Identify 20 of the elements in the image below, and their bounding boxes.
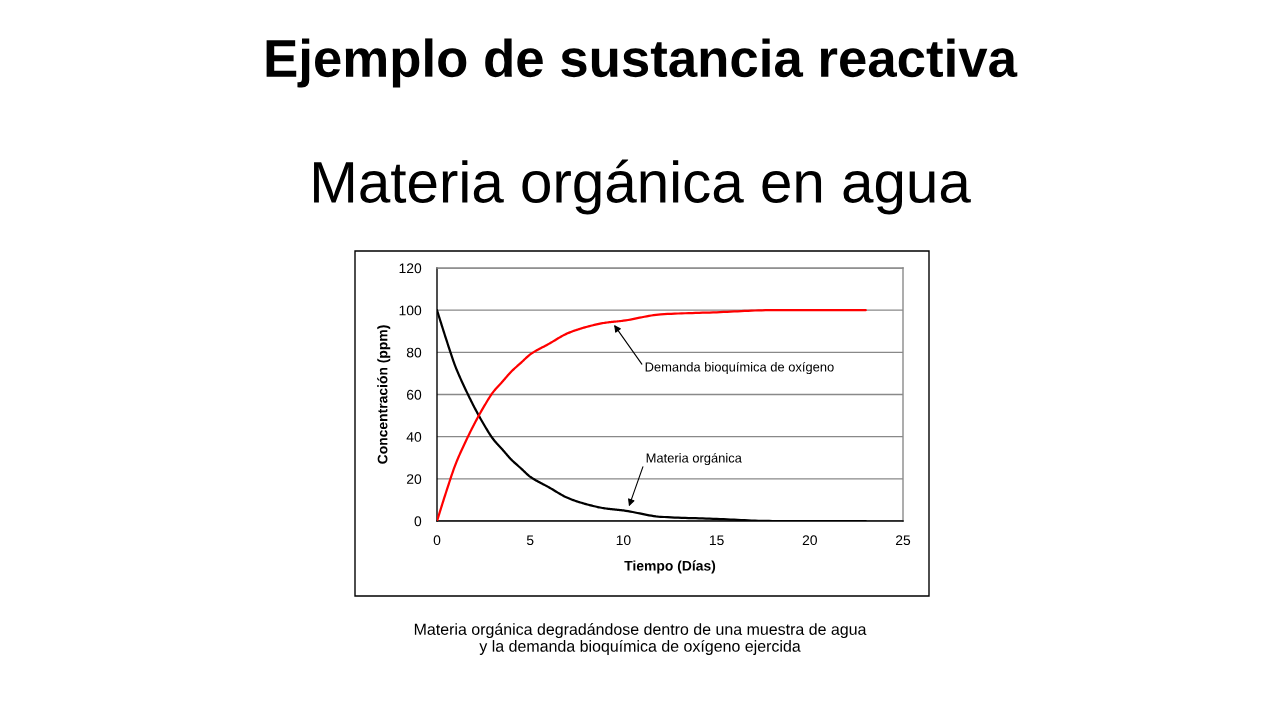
x-tick-label: 20 — [802, 535, 817, 546]
y-tick-label: 0 — [414, 516, 422, 527]
text: Materia orgánica degradándose dentro de una muestra de agua y la demanda bioquímica de oxígeno ejercida — [414, 623, 867, 655]
y-axis-title: Concentración (ppm) — [377, 325, 391, 464]
y-tick-label: 60 — [406, 389, 422, 400]
y-tick-label: 100 — [399, 305, 422, 316]
x-tick-label: 15 — [709, 535, 724, 546]
x-tick-label: 25 — [895, 535, 911, 546]
x-tick-label: 0 — [433, 535, 441, 546]
y-tick-label: 20 — [406, 474, 422, 484]
x-tick-label: 10 — [616, 535, 631, 546]
chart-title: Ejemplo de sustancia reactiva — [266, 38, 1018, 88]
y-tick-label: 80 — [406, 347, 422, 358]
x-axis-title: Tiempo (Días) — [624, 560, 716, 574]
annotation: Materia orgánica — [646, 452, 742, 466]
y-tick-label: 40 — [406, 432, 422, 442]
x-tick-label: 5 — [526, 535, 534, 546]
chart-subtitle: Materia orgánica en agua — [314, 159, 971, 215]
y-tick-label: 120 — [399, 263, 422, 274]
annotation: Demanda bioquímica de oxígeno — [645, 361, 834, 375]
